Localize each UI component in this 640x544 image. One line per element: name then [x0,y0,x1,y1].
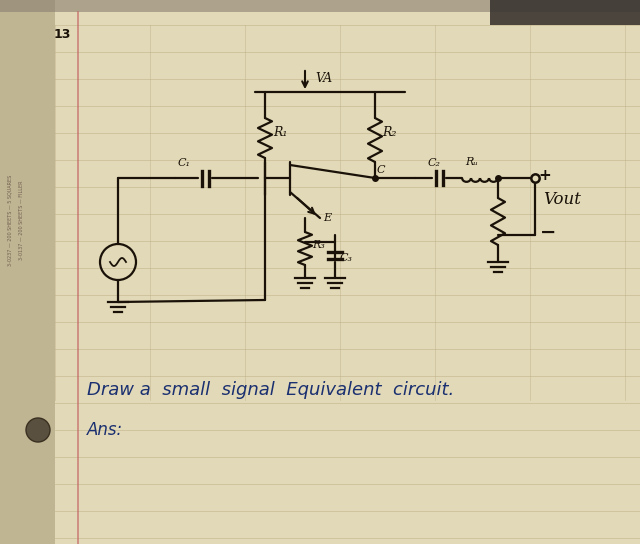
Text: Rᵤ: Rᵤ [465,157,478,167]
Text: C₂: C₂ [428,158,441,168]
Text: 3-0137 — 200 SHEETS — FILLER: 3-0137 — 200 SHEETS — FILLER [19,180,24,259]
Text: R₁: R₁ [273,126,287,139]
Text: Ans:: Ans: [87,421,123,439]
Text: C₃: C₃ [340,253,353,263]
Text: −: − [540,222,556,242]
Text: R₂: R₂ [382,126,396,139]
Text: 13: 13 [53,28,70,41]
Text: +: + [539,168,552,182]
Bar [0,0,55,544]
Text: R₃: R₃ [312,240,325,250]
Text: VA: VA [315,71,332,84]
Text: C₁: C₁ [178,158,191,168]
Circle shape [26,418,50,442]
Text: Vout: Vout [543,191,581,208]
Text: 3-0237 — 200 SHEETS — 5 SQUARES: 3-0237 — 200 SHEETS — 5 SQUARES [8,175,13,265]
Bar [0,0,640,12]
Text: E: E [323,213,331,223]
Text: Draw a  small  signal  Equivalent  circuit.: Draw a small signal Equivalent circuit. [87,381,454,399]
Bar [490,0,640,25]
Text: C: C [377,165,385,175]
